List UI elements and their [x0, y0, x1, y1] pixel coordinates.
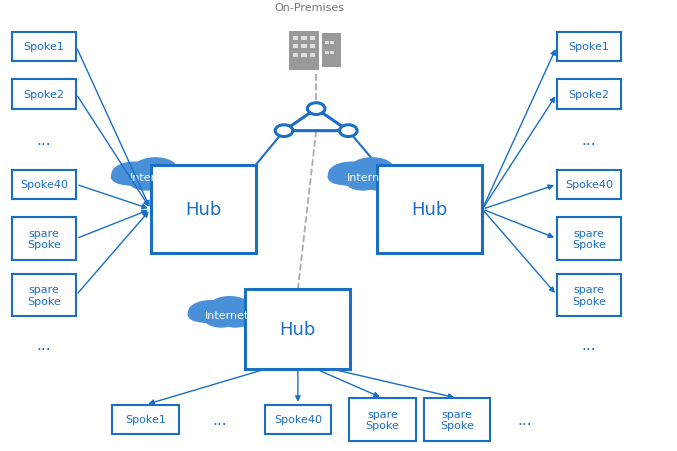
Ellipse shape	[374, 165, 410, 184]
Ellipse shape	[329, 163, 375, 186]
FancyBboxPatch shape	[349, 398, 416, 441]
FancyBboxPatch shape	[556, 274, 621, 317]
Ellipse shape	[112, 163, 158, 186]
Text: Spoke1: Spoke1	[569, 42, 609, 52]
FancyBboxPatch shape	[12, 274, 77, 317]
FancyBboxPatch shape	[12, 218, 77, 260]
Ellipse shape	[361, 174, 395, 190]
FancyBboxPatch shape	[424, 398, 490, 441]
Text: ...: ...	[213, 412, 227, 427]
FancyBboxPatch shape	[556, 80, 621, 109]
Circle shape	[307, 104, 325, 115]
Text: Spoke40: Spoke40	[565, 180, 613, 190]
FancyBboxPatch shape	[556, 218, 621, 260]
Ellipse shape	[112, 170, 142, 185]
FancyBboxPatch shape	[378, 166, 482, 253]
FancyBboxPatch shape	[556, 32, 621, 62]
FancyBboxPatch shape	[292, 37, 298, 41]
Text: Hub: Hub	[185, 201, 221, 219]
Ellipse shape	[188, 308, 217, 322]
Ellipse shape	[219, 311, 252, 327]
Ellipse shape	[157, 165, 194, 184]
Circle shape	[276, 125, 293, 137]
FancyBboxPatch shape	[12, 80, 77, 109]
FancyBboxPatch shape	[245, 290, 351, 369]
Text: Internet: Internet	[130, 172, 175, 182]
Text: spare
Spoke: spare Spoke	[27, 285, 61, 306]
Text: ...: ...	[582, 132, 596, 147]
Ellipse shape	[205, 311, 237, 327]
FancyBboxPatch shape	[330, 42, 334, 45]
FancyBboxPatch shape	[289, 32, 320, 71]
FancyBboxPatch shape	[292, 45, 298, 49]
Text: Internet: Internet	[204, 310, 249, 320]
FancyBboxPatch shape	[265, 405, 331, 434]
Text: spare
Spoke: spare Spoke	[440, 409, 474, 430]
FancyBboxPatch shape	[310, 37, 315, 41]
FancyBboxPatch shape	[112, 405, 179, 434]
Text: spare
Spoke: spare Spoke	[366, 409, 399, 430]
Text: ...: ...	[582, 337, 596, 353]
FancyBboxPatch shape	[301, 54, 307, 58]
Text: Spoke40: Spoke40	[274, 414, 322, 424]
FancyBboxPatch shape	[12, 32, 77, 62]
Ellipse shape	[129, 174, 163, 190]
FancyBboxPatch shape	[330, 51, 334, 55]
FancyBboxPatch shape	[301, 37, 307, 41]
Ellipse shape	[346, 174, 380, 190]
Ellipse shape	[351, 159, 393, 180]
Text: On-Premises: On-Premises	[274, 3, 345, 13]
FancyBboxPatch shape	[322, 34, 341, 68]
Text: Spoke40: Spoke40	[20, 180, 68, 190]
Text: spare
Spoke: spare Spoke	[27, 228, 61, 250]
FancyBboxPatch shape	[325, 42, 329, 45]
Text: ...: ...	[37, 132, 51, 147]
FancyBboxPatch shape	[556, 170, 621, 199]
FancyBboxPatch shape	[292, 54, 298, 58]
Circle shape	[340, 125, 357, 137]
Text: Hub: Hub	[280, 320, 316, 338]
Ellipse shape	[144, 174, 179, 190]
FancyBboxPatch shape	[301, 45, 307, 49]
Text: Spoke2: Spoke2	[569, 90, 609, 100]
FancyBboxPatch shape	[310, 54, 315, 58]
Text: Internet: Internet	[347, 172, 391, 182]
Ellipse shape	[232, 304, 266, 321]
FancyBboxPatch shape	[310, 45, 315, 49]
Text: spare
Spoke: spare Spoke	[572, 228, 606, 250]
Text: Spoke1: Spoke1	[24, 42, 64, 52]
Text: ...: ...	[37, 337, 51, 353]
Ellipse shape	[189, 301, 233, 323]
Text: spare
Spoke: spare Spoke	[572, 285, 606, 306]
Ellipse shape	[210, 297, 250, 317]
FancyBboxPatch shape	[325, 51, 329, 55]
Text: Spoke2: Spoke2	[24, 90, 64, 100]
FancyBboxPatch shape	[12, 170, 77, 199]
Text: ...: ...	[517, 412, 532, 427]
FancyBboxPatch shape	[150, 166, 256, 253]
Ellipse shape	[328, 170, 359, 185]
Ellipse shape	[134, 159, 177, 180]
Text: Spoke1: Spoke1	[125, 414, 166, 424]
Text: Hub: Hub	[412, 201, 448, 219]
